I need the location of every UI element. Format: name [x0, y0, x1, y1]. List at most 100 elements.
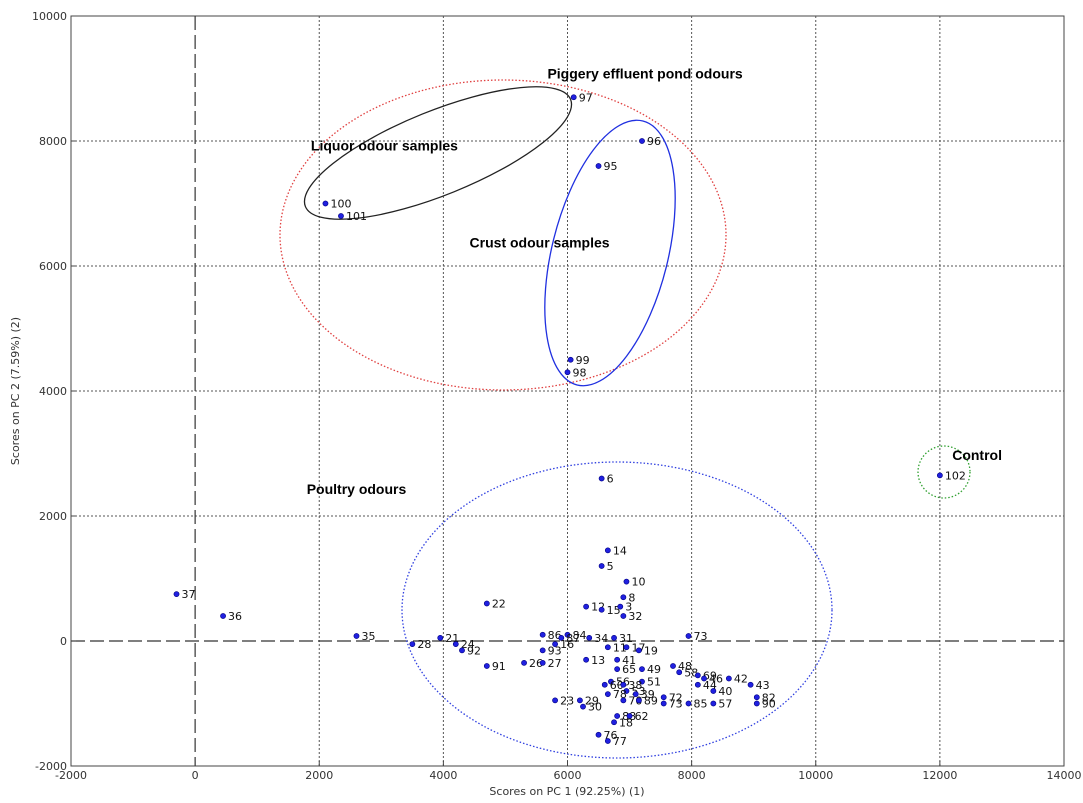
point-label: 72	[669, 691, 683, 704]
data-point	[570, 94, 577, 101]
point-label: 38	[628, 679, 642, 692]
annotation-label: Control	[952, 447, 1002, 463]
point-label: 100	[330, 198, 351, 211]
point-label: 99	[576, 354, 590, 367]
x-tick-label: -2000	[55, 769, 87, 782]
y-tick-label: 6000	[39, 260, 67, 273]
data-point	[676, 669, 683, 676]
point-label: 23	[560, 694, 574, 707]
point-label: 24	[461, 638, 475, 651]
point-label: 65	[622, 663, 636, 676]
point-label: 86	[548, 629, 562, 642]
data-point	[620, 613, 627, 619]
x-tick-labels: -2000 0 2000 4000 6000 8000 10000 12000 14000	[55, 761, 1082, 782]
x-tick-label: 14000	[1047, 769, 1082, 782]
annotation-label: Crust odour samples	[470, 234, 610, 250]
data-point	[611, 719, 617, 726]
data-point	[539, 631, 546, 638]
point-label: 16	[560, 638, 574, 651]
data-point	[694, 681, 701, 688]
point-label: 73	[694, 630, 708, 643]
data-point	[604, 644, 611, 651]
group-outline	[303, 86, 573, 220]
zero-lines	[71, 16, 1064, 766]
point-label: 5	[607, 560, 614, 573]
point-label: 19	[644, 644, 658, 657]
data-point	[623, 644, 630, 651]
data-point	[620, 681, 627, 688]
point-label: 95	[604, 160, 618, 173]
point-label: 40	[718, 685, 732, 698]
y-tick-labels: -2000 0 2000 4000 6000 8000 10000	[32, 10, 76, 773]
point-label: 89	[644, 694, 658, 707]
y-tick-label: 8000	[39, 135, 67, 148]
data-point	[604, 691, 611, 698]
data-point	[539, 659, 546, 666]
data-point	[483, 663, 490, 669]
data-point	[639, 138, 645, 144]
data-point	[338, 213, 344, 219]
data-point	[608, 678, 614, 685]
data-point	[753, 700, 760, 707]
point-label: 18	[619, 716, 633, 729]
data-point	[558, 634, 565, 641]
point-label: 92	[467, 644, 481, 657]
annotation-label: Piggery effluent pond odours	[547, 66, 742, 82]
x-tick-label: 0	[192, 769, 199, 782]
x-tick-label: 8000	[678, 769, 706, 782]
point-label: 49	[647, 663, 661, 676]
data-point	[220, 613, 226, 619]
data-point	[710, 700, 717, 707]
point-label: 77	[613, 735, 627, 748]
data-point	[586, 634, 593, 641]
group-outlines	[279, 79, 971, 759]
annotations: Piggery effluent pond odours Liquor odour…	[307, 66, 1002, 498]
y-tick-label: 10000	[32, 10, 67, 23]
data-point	[598, 606, 605, 613]
point-label: 93	[548, 644, 562, 657]
x-tick-label: 12000	[922, 769, 957, 782]
point-label: 37	[182, 588, 196, 601]
point-label: 51	[647, 676, 661, 689]
data-point	[583, 603, 590, 610]
point-label: 85	[694, 698, 708, 711]
y-axis-label: Scores on PC 2 (7.59%) (2)	[9, 317, 22, 465]
x-tick-label: 4000	[429, 769, 457, 782]
point-label: 60	[610, 679, 624, 692]
data-point	[660, 700, 667, 707]
point-label: 46	[709, 673, 723, 686]
point-label: 29	[585, 694, 599, 707]
data-point	[614, 656, 621, 663]
point-label: 84	[573, 629, 587, 642]
point-label: 15	[607, 604, 621, 617]
annotation-label: Poultry odours	[307, 481, 407, 497]
group-outline	[401, 461, 833, 759]
data-point	[635, 647, 642, 654]
point-label: 3	[625, 601, 632, 614]
y-tick-label: 2000	[39, 510, 67, 523]
point-label: 6	[607, 473, 614, 486]
data-point	[604, 547, 611, 554]
data-point	[623, 578, 630, 585]
data-point	[580, 703, 586, 710]
point-label: 91	[492, 660, 506, 673]
data-point	[620, 697, 627, 704]
x-tick-label: 10000	[798, 769, 833, 782]
data-point	[483, 600, 490, 607]
point-label: 97	[579, 91, 593, 104]
point-label: 10	[631, 576, 645, 589]
point-label: 57	[718, 698, 732, 711]
point-label: 32	[628, 610, 642, 623]
data-point	[611, 634, 617, 641]
data-point	[595, 731, 602, 738]
point-label: 41	[622, 654, 636, 667]
point-label: 62	[635, 710, 649, 723]
data-point	[632, 691, 639, 698]
data-point	[583, 656, 590, 663]
data-point	[710, 688, 717, 694]
point-label: 73	[669, 698, 683, 711]
data-point	[670, 663, 676, 669]
point-label: 28	[417, 638, 431, 651]
data-point	[936, 472, 943, 479]
